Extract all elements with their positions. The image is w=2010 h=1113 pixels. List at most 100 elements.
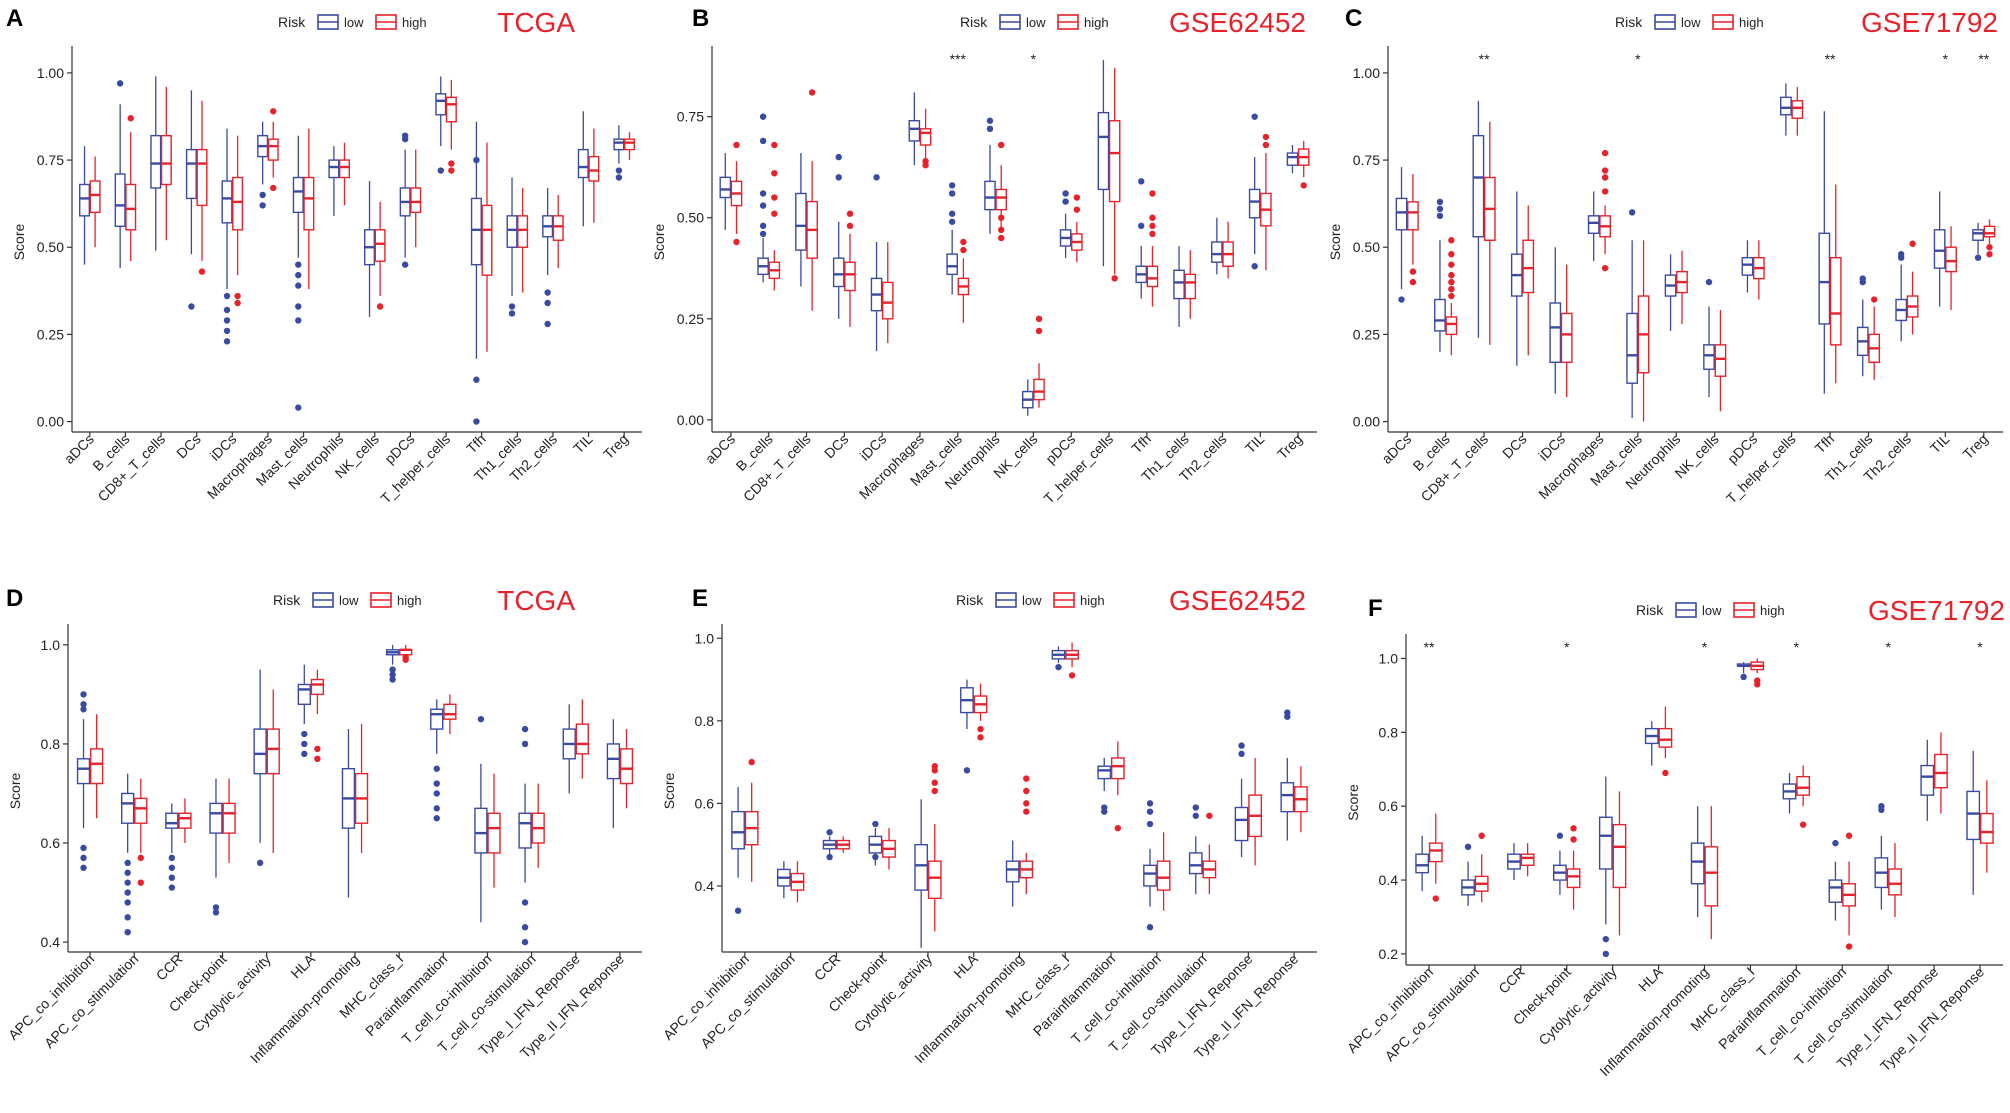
box-low — [914, 799, 929, 948]
outlier-point — [295, 282, 302, 289]
outlier-point — [1149, 190, 1156, 197]
x-tick-label: CD8+_T_cells — [740, 431, 814, 505]
box-low — [1188, 804, 1203, 895]
box-low — [253, 669, 267, 867]
box-high — [178, 798, 192, 844]
box-iqr — [1549, 302, 1562, 363]
box-low — [1059, 190, 1072, 259]
box-high — [619, 729, 634, 809]
outlier-point — [448, 160, 455, 167]
panel-letter: D — [6, 585, 23, 612]
category-hla: HLA — [950, 679, 988, 981]
box-low — [165, 803, 179, 891]
box-low — [209, 778, 223, 916]
outlier-point — [771, 170, 778, 177]
box-high — [1791, 86, 1804, 136]
category-nk-cells: NK_cells* — [990, 51, 1045, 481]
box-iqr — [303, 176, 315, 231]
box-high — [1983, 219, 1996, 258]
box-low — [1972, 222, 1984, 261]
box-iqr — [328, 159, 340, 179]
box-iqr — [619, 748, 634, 785]
box-low — [1280, 709, 1295, 841]
y-tick-label: 0.75 — [37, 152, 64, 168]
outlier-point — [544, 299, 551, 307]
y-tick-label: 0.75 — [677, 109, 704, 125]
box-high — [1945, 226, 1957, 310]
box-iqr — [338, 159, 350, 179]
box-low — [297, 664, 311, 758]
box-iqr — [310, 678, 325, 696]
outlier-point — [116, 80, 124, 87]
y-tick-label: 0.4 — [695, 878, 715, 894]
box-iqr — [1658, 727, 1673, 748]
outlier-point — [124, 879, 131, 886]
outlier-point — [259, 191, 266, 199]
box-iqr — [1472, 134, 1485, 238]
box-high — [1019, 775, 1034, 895]
box-high — [1184, 250, 1197, 319]
significance-mark: *** — [950, 51, 967, 67]
box-high — [588, 128, 600, 223]
box-low — [1895, 251, 1908, 342]
box-iqr — [160, 134, 172, 186]
box-high — [1829, 184, 1842, 384]
box-low — [1828, 839, 1843, 921]
outlier-point — [521, 725, 529, 733]
outlier-point — [759, 222, 767, 230]
y-tick-label: 1.00 — [37, 65, 64, 81]
outlier-point — [127, 115, 134, 122]
box-iqr — [1690, 842, 1705, 885]
outlier-point — [1146, 820, 1154, 828]
box-low — [385, 644, 400, 683]
x-tick-label: aDCs — [1378, 431, 1414, 467]
category-dcs: DCs — [173, 90, 208, 461]
box-high — [1714, 309, 1727, 412]
box-high — [836, 836, 851, 853]
box-iqr — [517, 215, 529, 248]
box-high — [531, 783, 545, 868]
outlier-point — [80, 701, 87, 708]
box-low — [1507, 843, 1521, 881]
box-low — [399, 132, 411, 268]
outlier-point — [1448, 271, 1455, 279]
box-iqr — [914, 843, 929, 891]
box-iqr — [89, 180, 101, 214]
outlier-point — [295, 261, 302, 268]
box-iqr — [1188, 852, 1203, 875]
box-high — [1599, 149, 1612, 272]
box-low — [795, 153, 807, 287]
y-tick-label: 0.8 — [41, 736, 61, 752]
box-iqr — [623, 138, 635, 151]
box-high — [730, 141, 743, 246]
box-low — [1234, 742, 1249, 858]
box-iqr — [470, 197, 482, 266]
box-iqr — [1598, 816, 1613, 870]
box-high — [1842, 832, 1856, 950]
box-iqr — [1097, 111, 1110, 191]
outlier-point — [124, 869, 131, 876]
box-high — [232, 135, 244, 307]
box-low — [606, 719, 621, 829]
outlier-point — [1146, 800, 1154, 807]
box-high — [973, 683, 988, 741]
outlier-point — [137, 879, 144, 886]
x-tick-label: pDCs — [1724, 431, 1760, 467]
outlier-point — [1448, 237, 1455, 244]
category-t-helper-cells: T_helper_cells — [1723, 83, 1804, 507]
box-high — [443, 694, 457, 735]
box-iqr — [1445, 316, 1458, 336]
outlier-point — [80, 854, 87, 862]
outlier-point — [223, 338, 231, 345]
box-low — [430, 699, 444, 822]
box-high — [517, 187, 529, 293]
legend-high-label: high — [1760, 603, 1785, 618]
box-low — [1005, 840, 1020, 907]
panel-letter: A — [6, 5, 23, 32]
box-iqr — [1791, 100, 1804, 119]
outlier-point — [433, 815, 440, 822]
box-low — [292, 135, 304, 411]
box-high — [575, 699, 589, 779]
box-iqr — [178, 812, 192, 829]
box-low — [1173, 246, 1185, 327]
